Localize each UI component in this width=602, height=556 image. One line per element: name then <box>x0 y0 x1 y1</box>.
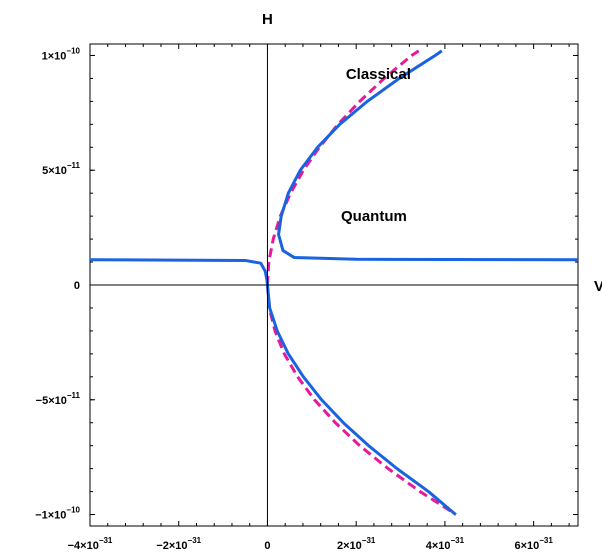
annotation-quantum: Quantum <box>341 208 407 225</box>
quantum-curve-3 <box>89 258 457 516</box>
quantum-curve-2 <box>277 49 579 262</box>
y-tick-label-0: 1×10−10 <box>42 46 81 62</box>
x-tick-label-0: −4×10−31 <box>68 536 113 552</box>
x-tick-label-1: −2×10−31 <box>156 536 201 552</box>
curves <box>89 49 579 516</box>
x-tick-label-3: 2×10−31 <box>337 536 376 552</box>
y-tick-labels: 1×10−10 5×10−11 0 −5×10−11 −1×10−10 <box>35 46 80 521</box>
x-tick-label-2: 0 <box>264 540 270 552</box>
y-axis-title: H <box>262 11 273 28</box>
annotation-classical: Classical <box>346 66 411 83</box>
y-tick-label-4: −1×10−10 <box>35 506 80 522</box>
x-tick-label-5: 6×10−31 <box>514 536 553 552</box>
y-tick-label-3: −5×10−11 <box>36 391 81 407</box>
x-tick-labels: −4×10−31 −2×10−31 0 2×10−31 4×10−31 6×10−31 <box>68 536 554 552</box>
classical-curve-0 <box>265 49 420 286</box>
y-tick-label-1: 5×10−11 <box>42 161 80 177</box>
classical-curve-1 <box>265 284 457 516</box>
y-tick-label-2: 0 <box>74 280 80 292</box>
x-axis-title: V <box>594 278 602 295</box>
x-tick-label-4: 4×10−31 <box>426 536 465 552</box>
